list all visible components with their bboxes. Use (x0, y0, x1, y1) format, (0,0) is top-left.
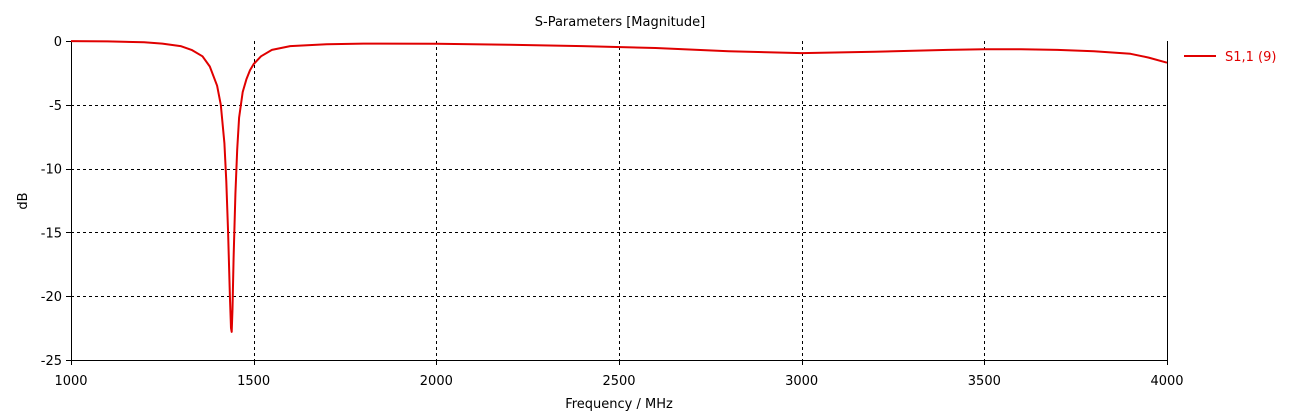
y-tick-label: -5 (49, 99, 62, 114)
x-tick-label: 3000 (785, 374, 818, 389)
y-tick-label: -10 (41, 163, 62, 178)
series-layer (70, 40, 1168, 333)
y-axis-label: dB (16, 192, 31, 209)
y-tick-label: -20 (41, 290, 62, 305)
legend-label: S1,1 (9) (1225, 50, 1276, 65)
x-tick-label: 2500 (602, 374, 635, 389)
y-tick-label: 0 (54, 35, 62, 50)
y-tick-labels: 0 -5 -10 -15 -20 -25 (41, 35, 71, 369)
x-tick-labels: 1000 1500 2000 2500 3000 3500 4000 (54, 360, 1184, 389)
x-tick-label: 1500 (237, 374, 270, 389)
x-tick-label: 1000 (54, 374, 87, 389)
chart-title: S-Parameters [Magnitude] (535, 15, 706, 30)
legend: S1,1 (9) (1184, 50, 1276, 65)
y-tick-label: -15 (41, 226, 62, 241)
x-tick-label: 3500 (968, 374, 1001, 389)
x-axis-label: Frequency / MHz (565, 397, 673, 412)
x-tick-label: 2000 (420, 374, 453, 389)
series-line (70, 40, 1168, 333)
grid-lines (71, 41, 1167, 360)
y-tick-label: -25 (41, 354, 62, 369)
x-tick-label: 4000 (1150, 374, 1183, 389)
